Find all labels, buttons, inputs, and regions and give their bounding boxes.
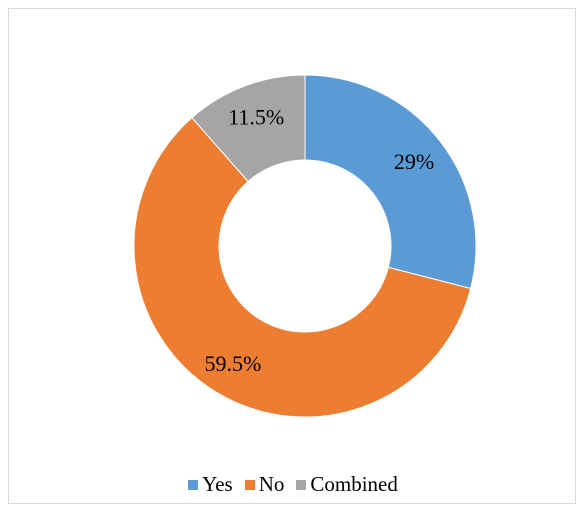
chart-frame: 29% 59.5% 11.5% Yes No Combined (8, 8, 576, 504)
legend-label-no: No (258, 472, 285, 496)
legend-label-combined: Combined (310, 472, 398, 496)
slices-group (133, 74, 477, 418)
legend-item-combined: Combined (296, 472, 398, 497)
legend: Yes No Combined (9, 472, 577, 497)
slice-label-no: 59.5% (204, 351, 261, 376)
donut-chart: 29% 59.5% 11.5% (133, 74, 477, 418)
donut-slice-no (133, 117, 472, 418)
legend-label-yes: Yes (202, 472, 233, 496)
legend-item-no: No (244, 472, 285, 497)
legend-swatch-yes (188, 479, 199, 490)
donut-slice-combined (191, 74, 306, 183)
donut-slice-yes (304, 74, 477, 290)
labels-group: 29% 59.5% 11.5% (204, 104, 434, 376)
slice-label-combined: 11.5% (228, 104, 284, 129)
legend-swatch-combined (296, 479, 307, 490)
legend-swatch-no (244, 479, 255, 490)
legend-item-yes: Yes (188, 472, 233, 497)
slice-label-yes: 29% (394, 149, 434, 174)
